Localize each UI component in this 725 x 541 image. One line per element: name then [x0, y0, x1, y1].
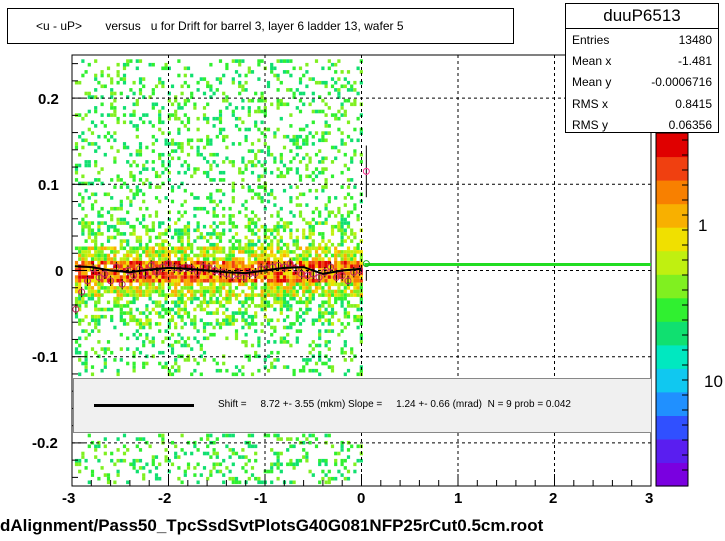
profile-point: [107, 277, 115, 285]
profile-points: [72, 145, 370, 315]
color-scale-segment: [656, 321, 688, 346]
profile-point: [78, 288, 86, 296]
profile-point: [338, 272, 346, 280]
stats-box: duuP6513 Entries 13480 Mean x -1.481 Mean …: [565, 3, 719, 133]
file-path-footer: dAlignment/Pass50_TpcSsdSvtPlotsG40G081N…: [0, 516, 544, 535]
profile-point: [72, 305, 80, 313]
chart-title: <u - uP> versus u for Drift for barrel 3…: [36, 19, 404, 33]
y-tick-label: 0: [55, 263, 64, 280]
stats-row-mean-y: Mean y -0.0006716: [572, 75, 712, 89]
color-scale-frame: [655, 132, 689, 487]
profile-point: [147, 261, 155, 269]
profile-point: [234, 270, 242, 278]
fit-legend-line: [94, 404, 194, 407]
color-scale-segment: [656, 274, 688, 299]
profile-point: [292, 265, 300, 273]
color-scale-segment: [656, 462, 688, 487]
fit-legend-box: Shift = 8.72 +- 3.55 (mkm) Slope = 1.24 …: [73, 378, 652, 433]
color-scale-segment: [656, 250, 688, 275]
color-scale-segment: [656, 156, 688, 181]
profile-point: [95, 273, 103, 281]
profile-point: [159, 263, 167, 271]
color-scale-segment: [656, 391, 688, 416]
profile-point: [240, 273, 248, 281]
y-tick-label: -0.1: [32, 349, 58, 366]
profile-point: [356, 267, 364, 274]
x-tick-label: -3: [62, 490, 76, 507]
x-tick-label: 3: [645, 490, 654, 507]
profile-point: [327, 263, 335, 271]
stats-row-rms-y: RMS y 0.06356: [572, 118, 712, 132]
x-tick-label: 0: [357, 490, 366, 507]
x-tick-label: -1: [254, 490, 268, 507]
profile-point: [83, 277, 91, 285]
profile-point: [101, 270, 109, 278]
color-scale-segment: [656, 133, 688, 158]
stats-row-rms-x: RMS x 0.8415: [572, 97, 712, 111]
z-tick-label: 1: [698, 216, 708, 235]
color-scale-bar: [655, 132, 689, 487]
fit-legend-text: Shift = 8.72 +- 3.55 (mkm) Slope = 1.24 …: [218, 399, 571, 410]
profile-point: [362, 260, 370, 268]
x-tick-label: -2: [158, 490, 172, 507]
profile-point: [344, 277, 352, 285]
color-scale-segment: [656, 180, 688, 205]
color-scale-segment: [656, 203, 688, 228]
y-tick-label: 0.2: [38, 91, 59, 108]
grid-lines: [72, 55, 651, 486]
fit-curve: [74, 265, 362, 275]
color-scale-segment: [656, 415, 688, 440]
color-scale-segment: [656, 297, 688, 322]
color-scale-segment: [656, 438, 688, 463]
x-tick-label: 1: [454, 490, 463, 507]
x-tick-label: 2: [549, 490, 558, 507]
y-tick-label: -0.2: [32, 435, 58, 452]
stats-row-entries: Entries 13480: [572, 33, 712, 47]
profile-point: [315, 273, 323, 281]
profile-point: [165, 260, 172, 268]
color-scale-segment: [656, 227, 688, 252]
profile-point: [286, 260, 294, 268]
y-tick-label: 0.1: [38, 177, 59, 194]
z-tick-label: 10: [704, 372, 723, 391]
profile-point: [124, 267, 132, 274]
stats-row-mean-x: Mean x -1.481: [572, 54, 712, 68]
title-box: <u - uP> versus u for Drift for barrel 3…: [7, 8, 514, 44]
stats-title: duuP6513: [566, 4, 718, 29]
profile-point: [118, 280, 126, 288]
profile-point: [362, 167, 370, 175]
